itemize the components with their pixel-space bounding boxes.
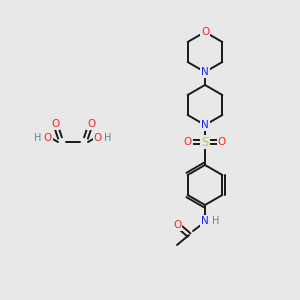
Text: O: O xyxy=(51,119,59,129)
Text: H: H xyxy=(212,216,220,226)
Text: N: N xyxy=(201,120,209,130)
Text: S: S xyxy=(201,136,209,148)
Text: O: O xyxy=(184,137,192,147)
Text: O: O xyxy=(218,137,226,147)
Text: H: H xyxy=(34,133,42,143)
Text: O: O xyxy=(173,220,181,230)
Text: O: O xyxy=(94,133,102,143)
Text: N: N xyxy=(201,216,209,226)
Text: O: O xyxy=(44,133,52,143)
Text: O: O xyxy=(87,119,95,129)
Text: O: O xyxy=(201,27,209,37)
Text: N: N xyxy=(201,67,209,77)
Text: H: H xyxy=(104,133,112,143)
